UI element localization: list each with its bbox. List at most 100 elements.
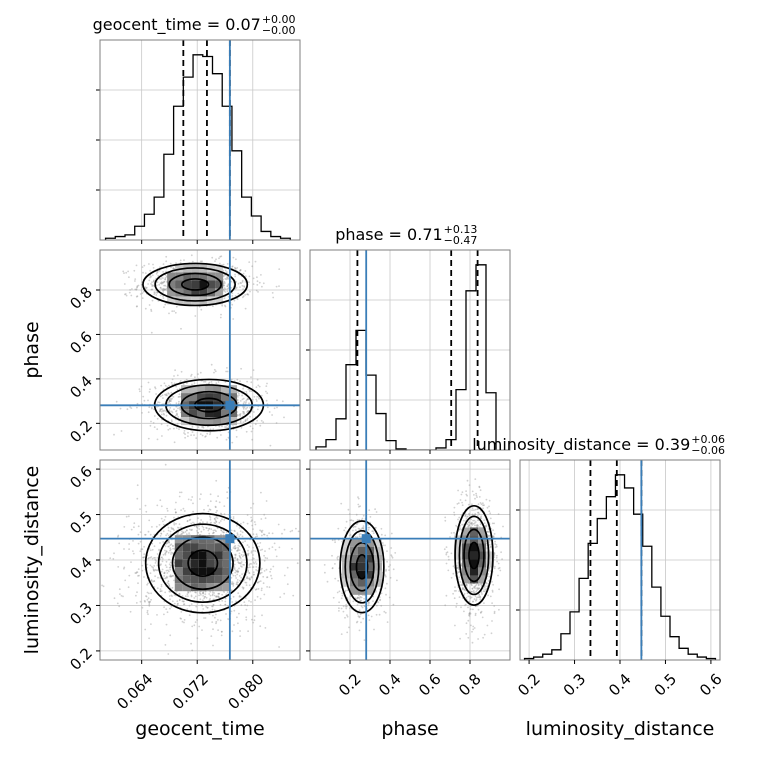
sample-point	[235, 577, 238, 579]
sample-point	[156, 587, 159, 590]
sample-point	[163, 287, 165, 290]
sample-point	[148, 547, 151, 550]
sample-point	[480, 515, 483, 518]
sample-point	[231, 581, 234, 583]
sample-point	[172, 575, 174, 577]
sample-point	[472, 608, 474, 611]
sample-point	[278, 546, 281, 549]
sample-point	[201, 629, 203, 631]
sample-point	[191, 383, 193, 386]
sample-point	[139, 550, 142, 553]
sample-point	[177, 416, 180, 418]
sample-point	[162, 297, 165, 299]
sample-point	[252, 277, 255, 280]
sample-point	[205, 527, 208, 529]
sample-point	[234, 553, 237, 556]
sample-point	[375, 526, 377, 529]
sample-point	[248, 546, 250, 548]
sample-point	[358, 505, 360, 508]
sample-point	[362, 527, 365, 529]
sample-point	[178, 393, 181, 396]
density-cell	[222, 583, 231, 592]
sample-point	[123, 548, 125, 550]
sample-point	[165, 414, 168, 417]
sample-point	[224, 278, 227, 280]
sample-point	[226, 367, 228, 369]
sample-point	[243, 412, 246, 415]
density-cell	[206, 559, 215, 568]
sample-point	[224, 304, 226, 307]
sample-point	[170, 575, 172, 578]
sample-point	[191, 260, 194, 263]
sample-point	[497, 574, 499, 577]
sample-point	[358, 535, 361, 538]
sample-point	[179, 491, 181, 494]
sample-point	[130, 561, 132, 563]
sample-point	[163, 523, 165, 526]
sample-point	[180, 509, 183, 511]
sample-point	[190, 373, 193, 376]
sample-point	[150, 579, 153, 582]
sample-point	[173, 382, 176, 385]
sample-point	[360, 605, 363, 608]
sample-point	[266, 576, 269, 578]
sample-point	[209, 433, 211, 436]
sample-point	[165, 575, 168, 578]
sample-point	[235, 569, 237, 572]
sample-point	[156, 438, 159, 441]
sample-point	[252, 561, 255, 564]
sample-point	[168, 563, 171, 566]
sample-point	[153, 557, 155, 559]
sample-point	[164, 577, 167, 580]
sample-point	[214, 616, 216, 619]
sample-point	[145, 287, 148, 289]
sample-point	[263, 554, 265, 557]
contour-level-4	[144, 512, 261, 614]
sample-point	[171, 586, 174, 589]
sample-point	[357, 596, 359, 599]
sample-point	[147, 283, 150, 285]
sample-point	[148, 406, 151, 409]
sample-point	[247, 630, 250, 633]
sample-point	[379, 598, 382, 601]
sample-point	[120, 430, 123, 432]
density-cell	[198, 575, 207, 584]
sample-point	[167, 582, 170, 585]
sample-point	[239, 421, 242, 424]
sample-point	[367, 526, 370, 529]
sample-point	[250, 576, 253, 579]
sample-point	[222, 283, 225, 285]
sample-point	[202, 426, 205, 429]
sample-point	[180, 370, 183, 373]
sample-point	[239, 630, 242, 632]
sample-point	[168, 590, 171, 592]
sample-point	[160, 556, 163, 559]
sample-point	[197, 373, 199, 375]
density-cell	[198, 583, 207, 592]
sample-point	[241, 296, 244, 299]
sample-point	[262, 533, 265, 536]
sample-point	[200, 530, 203, 533]
sample-point	[271, 532, 274, 535]
sample-point	[236, 298, 239, 301]
sample-point	[253, 395, 256, 398]
sample-point	[283, 416, 285, 419]
sample-point	[264, 517, 267, 520]
sample-point	[470, 583, 473, 586]
sample-point	[244, 597, 247, 599]
sample-point	[237, 402, 240, 404]
sample-point	[358, 596, 361, 599]
sample-point	[461, 588, 464, 590]
sample-point	[150, 598, 153, 601]
sample-point	[354, 597, 357, 599]
sample-point	[479, 502, 482, 504]
sample-point	[476, 524, 479, 527]
sample-point	[137, 568, 140, 570]
sample-point	[146, 598, 149, 601]
sample-point	[289, 530, 292, 533]
sample-point	[467, 619, 470, 622]
sample-point	[156, 417, 159, 420]
sample-point	[355, 513, 358, 516]
sample-point	[205, 596, 208, 599]
sample-point	[163, 572, 166, 575]
